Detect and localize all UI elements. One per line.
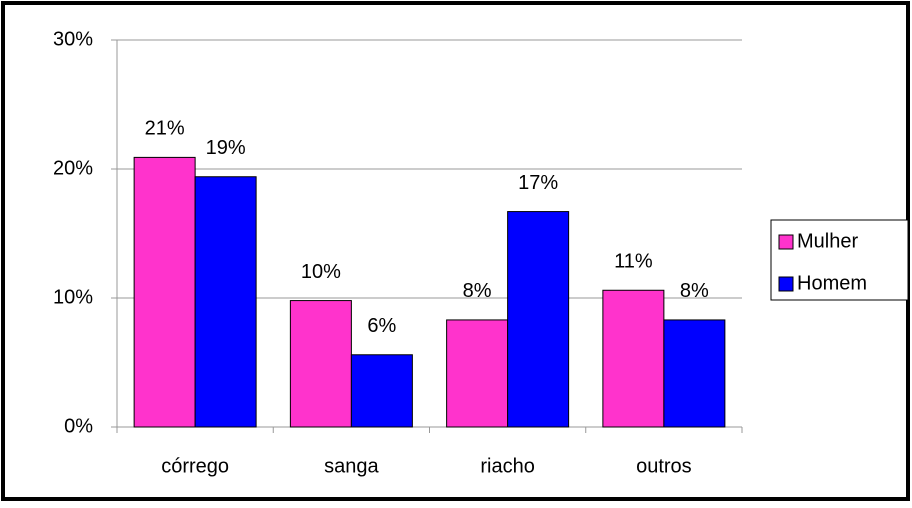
value-label: 19% bbox=[206, 137, 246, 159]
y-tick-label: 20% bbox=[53, 157, 93, 179]
bar bbox=[350, 354, 413, 428]
legend-label: Homem bbox=[797, 272, 867, 294]
value-label: 8% bbox=[680, 280, 709, 302]
legend-label: Mulher bbox=[797, 230, 858, 252]
bar bbox=[663, 319, 726, 428]
bar bbox=[289, 300, 352, 428]
bar bbox=[602, 289, 665, 428]
x-tick-label: outros bbox=[636, 455, 692, 477]
value-label: 10% bbox=[301, 261, 341, 283]
bar bbox=[194, 176, 257, 428]
value-label: 21% bbox=[145, 118, 185, 140]
bar bbox=[133, 156, 196, 428]
value-label: 11% bbox=[614, 251, 653, 273]
value-label: 6% bbox=[367, 315, 396, 337]
legend-box bbox=[770, 219, 909, 301]
value-label: 17% bbox=[518, 172, 558, 194]
y-tick-label: 10% bbox=[53, 286, 93, 308]
x-tick-label: riacho bbox=[480, 455, 534, 477]
legend-swatch bbox=[778, 234, 794, 250]
y-tick-label: 30% bbox=[53, 28, 93, 50]
value-label: 8% bbox=[463, 280, 492, 302]
legend-swatch bbox=[778, 276, 794, 292]
y-tick-label: 0% bbox=[64, 415, 93, 437]
bar bbox=[507, 211, 570, 428]
bar bbox=[446, 319, 509, 428]
x-tick-label: córrego bbox=[161, 455, 229, 477]
x-tick-label: sanga bbox=[324, 455, 379, 477]
